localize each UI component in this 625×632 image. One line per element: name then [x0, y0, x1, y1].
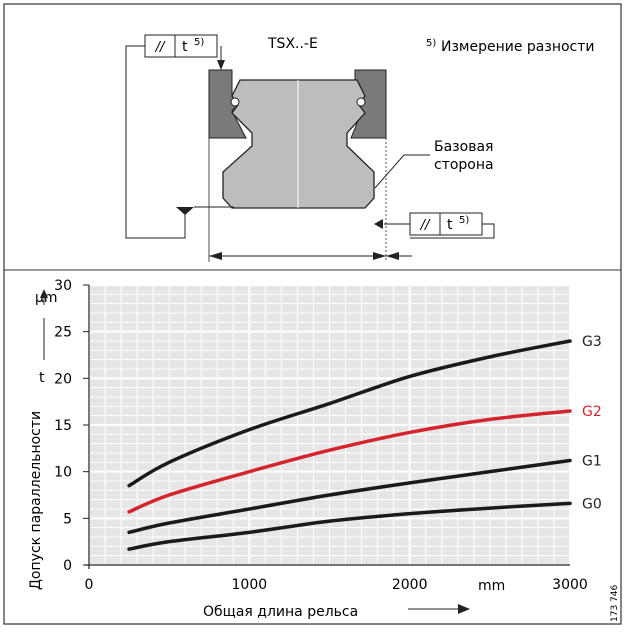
datum-triangle — [176, 207, 194, 215]
series-line-g2 — [127, 409, 572, 514]
top-arrow-head — [217, 60, 225, 70]
right-tolerance-superscript: 5) — [459, 215, 469, 226]
top-tolerance-value-cell — [174, 34, 218, 58]
plot-ticks: 0 5 10 15 20 25 30 0 1000 2000 3000 — [54, 278, 588, 593]
footnote-text: Измерение разности — [441, 39, 595, 55]
x-tick-label: 1000 — [232, 577, 268, 593]
y-axis-arrow-head — [40, 289, 48, 298]
right-tolerance-t: t — [447, 217, 453, 233]
series-line-g3 — [127, 339, 572, 488]
reference-side-leader — [374, 154, 430, 189]
profile-diagram: // t 5) // t 5) — [125, 34, 495, 262]
series-line-g1 — [127, 458, 572, 535]
x-axis-arrow-head — [458, 604, 470, 614]
top-tolerance-t: t — [182, 39, 188, 55]
y-tick-label: 5 — [63, 511, 72, 527]
left-clamp-block — [208, 69, 247, 139]
footnote-marker: 5) — [426, 38, 436, 49]
series-label-g2: G2 — [582, 404, 602, 420]
reference-side-line2: сторона — [434, 157, 494, 173]
y-tick-label: 25 — [54, 325, 72, 341]
y-axis-title: Допуск параллельности — [28, 411, 44, 590]
plot-series: G3 G2 G1 G0 — [127, 334, 602, 551]
x-tick-label: 0 — [85, 577, 94, 593]
profile-label: TSX..-E — [267, 36, 318, 52]
y-tick-label: 15 — [54, 418, 72, 434]
x-unit-label: mm — [478, 578, 505, 594]
y-tick-label: 30 — [54, 278, 72, 294]
reference-side-line1: Базовая — [434, 139, 493, 155]
top-leader-line — [125, 45, 186, 239]
top-parallel-symbol: // — [155, 40, 166, 55]
series-label-g3: G3 — [582, 334, 602, 350]
x-axis-title: Общая длина рельса — [203, 604, 358, 620]
series-line-g0 — [127, 501, 572, 551]
left-ball — [230, 97, 240, 107]
y-tick-label: 20 — [54, 371, 72, 387]
y-symbol-label: t — [39, 370, 45, 386]
dimension-arrow-right — [373, 252, 386, 260]
side-code: 173 746 — [610, 585, 620, 622]
dimension-arrow-outer — [386, 252, 399, 260]
dimension-arrow-left — [209, 252, 222, 260]
top-tolerance-superscript: 5) — [194, 37, 204, 48]
series-label-g0: G0 — [582, 496, 602, 512]
right-arrow-head — [374, 219, 383, 229]
x-tick-label: 3000 — [552, 577, 588, 593]
y-tick-label: 10 — [54, 465, 72, 481]
right-ball — [356, 97, 366, 107]
right-leader-line — [410, 223, 495, 239]
series-label-g1: G1 — [582, 453, 602, 469]
y-tick-label: 0 — [63, 558, 72, 574]
right-parallel-symbol: // — [420, 218, 431, 233]
x-tick-label: 2000 — [392, 577, 428, 593]
